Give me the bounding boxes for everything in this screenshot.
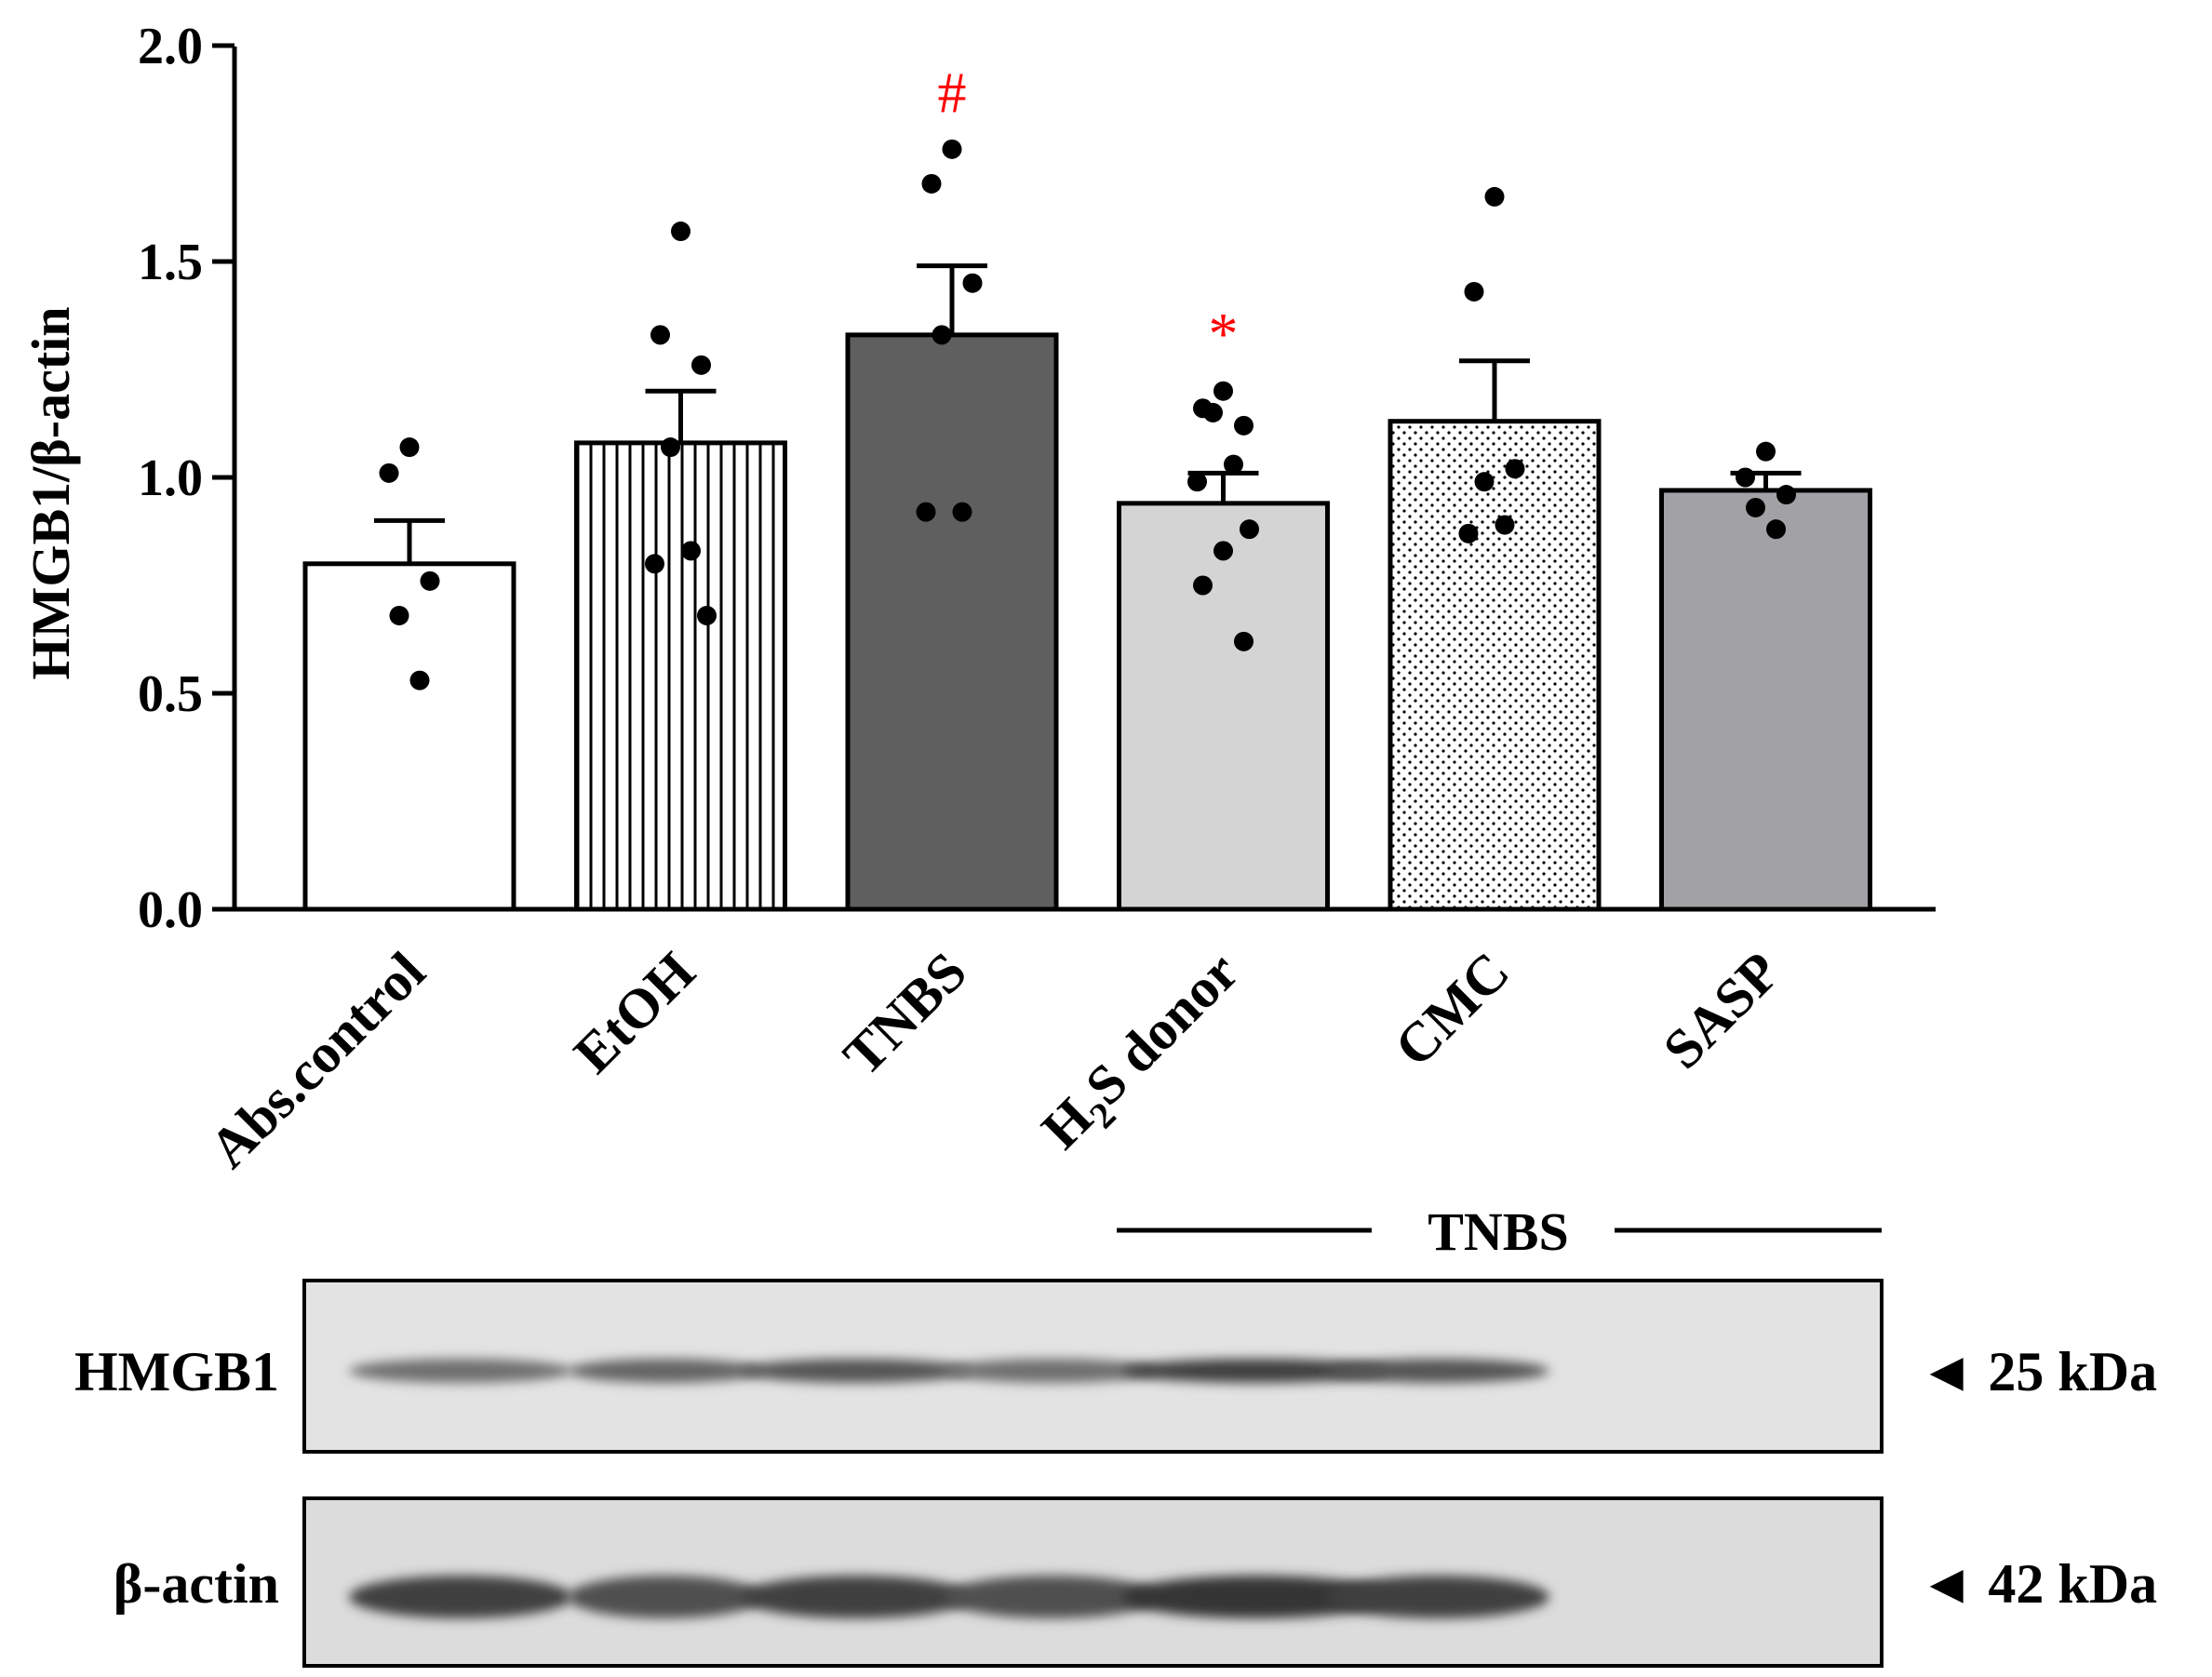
- western-blot: HMGB1 ◄ 25 kDa β-actin ◄ 42 kDa: [74, 1279, 2157, 1668]
- band-0-1: [568, 1359, 763, 1383]
- point-2-2: [962, 273, 983, 293]
- bar-4: [1388, 419, 1602, 912]
- band-1-3: [945, 1576, 1159, 1618]
- point-1-2: [691, 355, 711, 375]
- bands-hmgb1: [349, 1359, 1549, 1383]
- error-bar-2: [917, 263, 987, 335]
- point-0-0: [399, 437, 420, 458]
- points-3: [1187, 381, 1259, 651]
- point-0-1: [379, 463, 399, 483]
- tnbs-group-bracket: TNBS: [1117, 1201, 1882, 1262]
- annotation-0: #: [938, 61, 967, 125]
- point-0-4: [409, 670, 430, 691]
- category-label-2: TNBS: [832, 941, 979, 1088]
- band-1-5: [1326, 1576, 1549, 1618]
- y-tick-label-2: 1.0: [138, 449, 203, 507]
- category-label-1: EtOH: [562, 941, 706, 1085]
- point-1-5: [645, 554, 664, 574]
- category-labels: Abs.control EtOH TNBS H2S donor CMC SASP: [197, 941, 1791, 1180]
- blot-size-hmgb1: ◄ 25 kDa: [1919, 1341, 2157, 1402]
- bands-beta-actin: [349, 1576, 1549, 1618]
- blot-label-beta-actin: β-actin: [114, 1553, 279, 1615]
- points-0: [379, 437, 440, 691]
- band-1-0: [349, 1576, 572, 1618]
- bar-5: [1659, 488, 1872, 912]
- point-3-0: [1213, 381, 1233, 401]
- points-5: [1736, 441, 1796, 540]
- category-label-0: Abs.control: [197, 941, 436, 1180]
- annotation-1: *: [1209, 301, 1239, 367]
- point-3-4: [1224, 454, 1243, 475]
- point-4-5: [1458, 523, 1479, 543]
- point-2-0: [942, 139, 962, 159]
- point-2-3: [932, 325, 952, 345]
- y-tick-label-0: 0.0: [138, 881, 203, 939]
- bar-1: [574, 440, 787, 912]
- band-1-4: [1121, 1576, 1391, 1618]
- y-tick-label-3: 1.5: [138, 234, 203, 291]
- point-3-2: [1234, 415, 1253, 436]
- point-1-1: [650, 325, 670, 345]
- point-0-2: [420, 570, 440, 591]
- y-axis-label: HMGB1/β-actin: [20, 306, 81, 679]
- point-3-3: [1203, 402, 1223, 423]
- band-0-4: [1121, 1359, 1391, 1383]
- category-label-3-rest: S donor: [1074, 941, 1250, 1117]
- point-5-2: [1776, 485, 1796, 505]
- blot-row-hmgb1: HMGB1 ◄ 25 kDa: [74, 1279, 2157, 1454]
- category-label-4: CMC: [1383, 941, 1521, 1079]
- point-4-1: [1464, 281, 1484, 302]
- bars: [302, 332, 1872, 912]
- point-1-0: [671, 221, 690, 242]
- point-4-0: [1484, 186, 1505, 207]
- point-5-4: [1766, 519, 1786, 540]
- point-4-2: [1505, 459, 1525, 479]
- point-2-1: [921, 173, 942, 194]
- error-bar-4: [1459, 358, 1530, 422]
- band-0-2: [740, 1359, 972, 1383]
- point-2-4: [952, 502, 972, 522]
- y-tick-label-4: 2.0: [138, 18, 203, 75]
- significance-annotations: #*: [938, 61, 1239, 367]
- band-1-1: [568, 1576, 763, 1618]
- blot-label-hmgb1: HMGB1: [74, 1341, 279, 1402]
- point-3-8: [1193, 575, 1213, 596]
- bar-3: [1117, 501, 1330, 912]
- band-0-0: [349, 1359, 572, 1383]
- point-4-4: [1495, 515, 1515, 535]
- category-label-5: SASP: [1652, 941, 1791, 1080]
- point-1-4: [681, 541, 701, 561]
- blot-membrane-beta-actin: [302, 1496, 1884, 1668]
- point-5-0: [1756, 441, 1776, 462]
- points-1: [645, 221, 717, 625]
- point-1-6: [697, 605, 717, 625]
- point-3-6: [1240, 519, 1259, 540]
- error-bar-0: [374, 517, 445, 564]
- band-0-5: [1326, 1359, 1549, 1383]
- error-bar-1: [645, 388, 717, 443]
- points-2: [916, 139, 983, 522]
- bar-0: [302, 561, 516, 912]
- point-3-5: [1187, 472, 1207, 492]
- point-1-3: [661, 437, 680, 458]
- band-1-2: [740, 1576, 972, 1618]
- blot-row-beta-actin: β-actin ◄ 42 kDa: [114, 1496, 2157, 1668]
- group-label: TNBS: [1428, 1201, 1569, 1262]
- point-3-7: [1213, 541, 1233, 561]
- category-label-3: H2S donor: [1030, 941, 1257, 1168]
- band-0-3: [945, 1359, 1159, 1383]
- data-points: [379, 139, 1796, 691]
- y-tick-label-1: 0.5: [138, 665, 203, 723]
- blot-size-beta-actin: ◄ 42 kDa: [1919, 1553, 2157, 1615]
- points-4: [1458, 186, 1525, 543]
- point-2-5: [916, 502, 936, 522]
- point-3-9: [1234, 631, 1253, 651]
- point-5-3: [1746, 497, 1765, 517]
- bar-2: [845, 332, 1059, 912]
- y-ticks: 0.0 0.5 1.0 1.5 2.0: [138, 18, 235, 939]
- point-0-3: [389, 605, 409, 625]
- point-5-1: [1736, 467, 1755, 488]
- point-4-3: [1474, 472, 1495, 492]
